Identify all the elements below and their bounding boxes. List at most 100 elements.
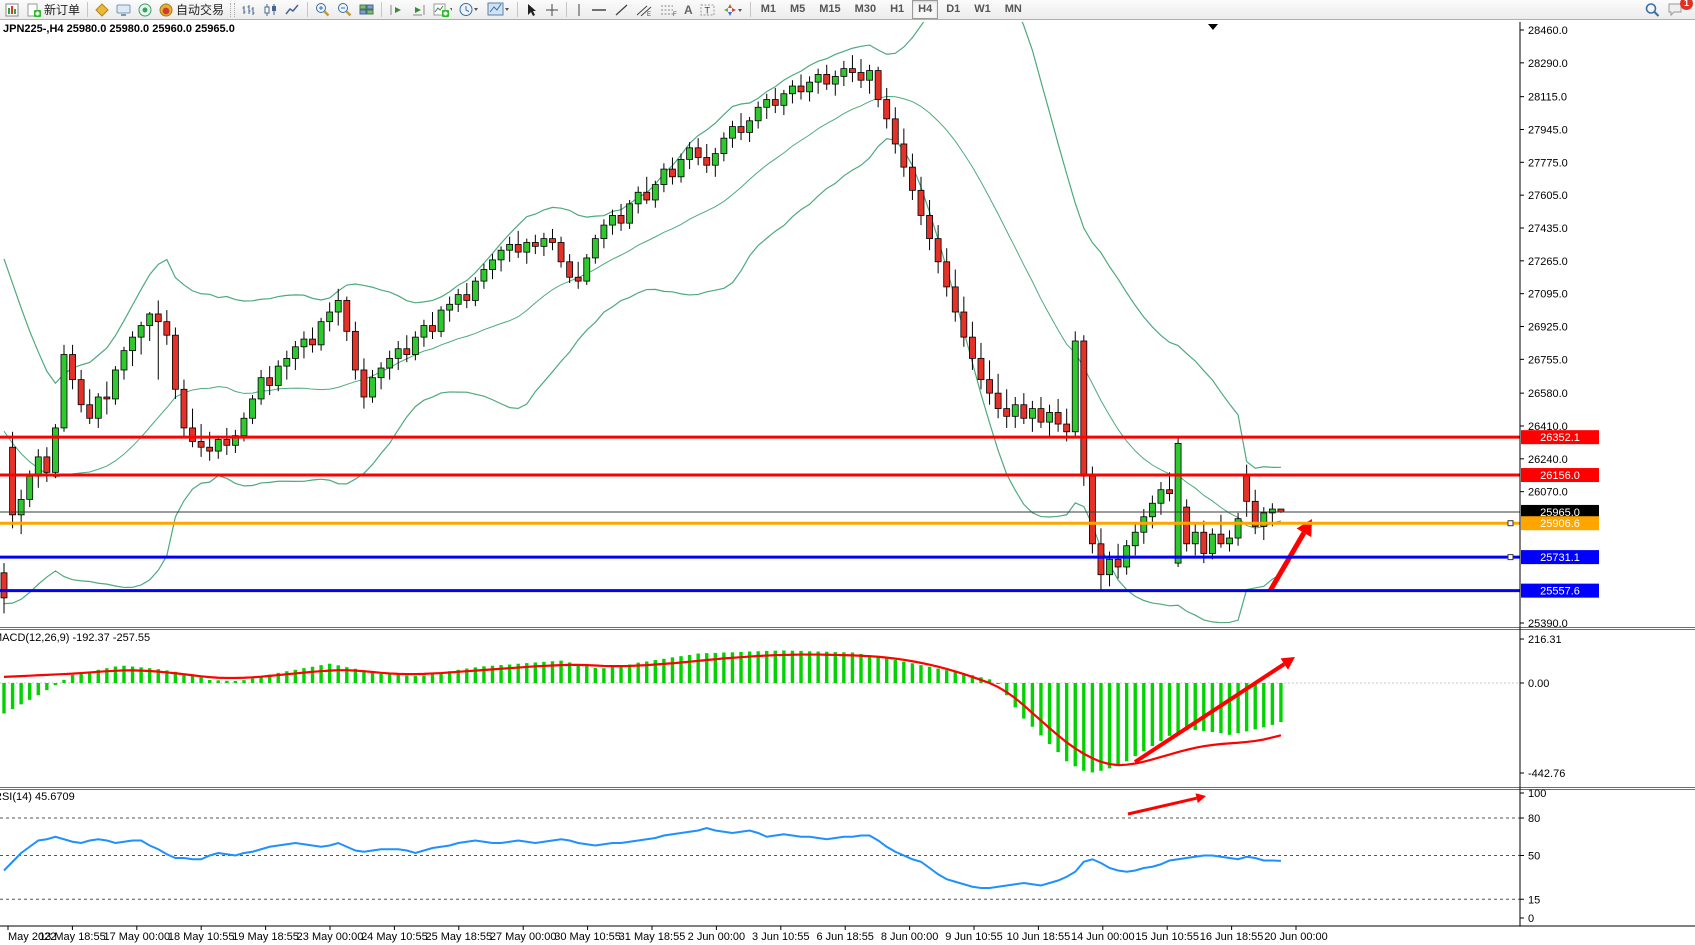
macd-histogram-bar xyxy=(2,683,6,714)
macd-histogram-bar xyxy=(653,660,658,683)
period-clock-icon[interactable] xyxy=(456,1,483,19)
hline-tool-icon[interactable] xyxy=(588,1,610,19)
candle xyxy=(471,277,479,307)
macd-histogram-bar xyxy=(1193,683,1197,731)
vline-tool-icon[interactable] xyxy=(571,1,587,19)
notification-badge: 1 xyxy=(1680,0,1693,10)
add-indicator-icon[interactable] xyxy=(430,1,455,19)
macd-histogram-bar xyxy=(670,657,675,683)
terminal-icon[interactable] xyxy=(113,1,134,19)
macd-histogram-bar xyxy=(165,670,169,683)
metaeditor-icon[interactable] xyxy=(92,1,112,19)
price-tag-box xyxy=(1521,516,1599,531)
candle-body-down xyxy=(771,99,779,106)
trendline-tool-icon[interactable] xyxy=(611,1,632,19)
auto-scroll-icon[interactable] xyxy=(408,1,429,19)
candle xyxy=(377,362,385,390)
price-tick-label: 27095.0 xyxy=(1528,289,1568,301)
search-icon[interactable] xyxy=(1641,1,1663,19)
candle-body-up xyxy=(146,313,154,326)
timeframe-button-h4[interactable]: H4 xyxy=(912,0,939,19)
candle-body-up xyxy=(763,99,771,108)
candle xyxy=(669,157,676,185)
auto-trading-button[interactable]: 自动交易 xyxy=(156,1,227,19)
price-tag-box xyxy=(1521,550,1599,565)
candle xyxy=(994,373,1002,419)
macd-histogram-bar xyxy=(336,665,340,683)
time-tick-label: 31 May 18:55 xyxy=(619,931,686,943)
candle xyxy=(1080,335,1088,486)
candle-body-down xyxy=(1063,423,1071,433)
macd-histogram-bar xyxy=(713,652,718,683)
candle-body-up xyxy=(754,106,762,122)
candle xyxy=(223,427,231,455)
tile-windows-icon[interactable] xyxy=(356,1,377,19)
new-order-label: 新订单 xyxy=(44,3,81,17)
line-chart-mode-icon[interactable] xyxy=(282,1,303,19)
candle-body-down xyxy=(549,238,556,243)
timeframe-button-mn[interactable]: MN xyxy=(1004,3,1022,15)
candle xyxy=(591,234,599,264)
macd-histogram-bar xyxy=(96,669,100,683)
timeframe-button-m5[interactable]: M5 xyxy=(789,3,806,15)
candle-body-down xyxy=(849,68,856,73)
candle-body-up xyxy=(317,321,325,346)
timeframe-button-d1[interactable]: D1 xyxy=(946,3,961,15)
timeframe-button-m1[interactable]: M1 xyxy=(760,3,776,15)
timeframe-button-m15[interactable]: M15 xyxy=(819,3,841,15)
timeframe-button-w1[interactable]: W1 xyxy=(974,3,991,15)
macd-histogram-bar xyxy=(285,671,289,683)
zoom-in-icon[interactable] xyxy=(312,1,333,19)
chart-shift-icon[interactable] xyxy=(386,1,407,19)
candle-body-up xyxy=(231,435,239,446)
macd-histogram-bar xyxy=(62,679,66,683)
candle-body-down xyxy=(823,74,831,85)
zoom-out-icon[interactable] xyxy=(334,1,355,19)
candle xyxy=(746,116,753,143)
candle-body-down xyxy=(531,242,539,247)
candle-body-up xyxy=(831,75,839,85)
candle-body-up xyxy=(634,191,642,205)
candlestick-mode-icon[interactable] xyxy=(260,1,281,19)
notifications-button[interactable]: 1 xyxy=(1664,0,1693,19)
macd-histogram-bar xyxy=(250,678,255,683)
fibonacci-tool-icon[interactable]: F xyxy=(657,1,680,19)
signals-icon[interactable] xyxy=(135,1,155,19)
timeframe-button-h1[interactable]: H1 xyxy=(890,3,905,15)
candle-body-up xyxy=(240,417,248,437)
crosshair-tool-icon[interactable] xyxy=(542,1,562,19)
candle-body-down xyxy=(960,311,968,338)
macd-histogram-bar xyxy=(1236,683,1240,734)
arrows-tool-icon[interactable] xyxy=(720,1,746,19)
candle-body-down xyxy=(857,72,865,81)
macd-histogram-bar xyxy=(542,661,546,683)
macd-histogram-bar xyxy=(19,683,23,705)
candle xyxy=(711,147,719,177)
cursor-tool-icon[interactable] xyxy=(522,1,541,19)
candle-body-down xyxy=(223,439,231,446)
text-label-tool-icon[interactable]: T xyxy=(697,1,719,19)
text-tool-icon[interactable]: A xyxy=(684,2,693,17)
bar-chart-mode-icon[interactable] xyxy=(238,1,259,19)
line-handle[interactable] xyxy=(1507,520,1514,527)
timeframe-button-m30[interactable]: M30 xyxy=(854,3,877,15)
trend-arrow-annotation[interactable] xyxy=(1127,793,1206,816)
time-tick-label: 25 May 18:55 xyxy=(425,931,492,943)
macd-histogram-bar xyxy=(610,666,615,683)
new-order-button[interactable]: 新订单 xyxy=(23,1,83,19)
chart-profile-icon[interactable] xyxy=(484,1,513,19)
candle-body-up xyxy=(411,336,419,355)
macd-histogram-bar xyxy=(70,674,75,683)
time-tick-label: 13 May 18:55 xyxy=(39,931,106,943)
price-axis[interactable]: 28460.0 28290.0 28115.0 27945.0 27775.0 27605… xyxy=(1520,25,1599,925)
candle xyxy=(283,350,291,380)
candle xyxy=(917,176,925,226)
candle-body-up xyxy=(326,311,334,323)
trend-arrow-annotation[interactable] xyxy=(1133,657,1295,764)
price-tag-label: 26352.1 xyxy=(1540,432,1580,444)
line-handle[interactable] xyxy=(1507,554,1514,561)
channel-tool-icon[interactable]: E xyxy=(633,1,656,19)
